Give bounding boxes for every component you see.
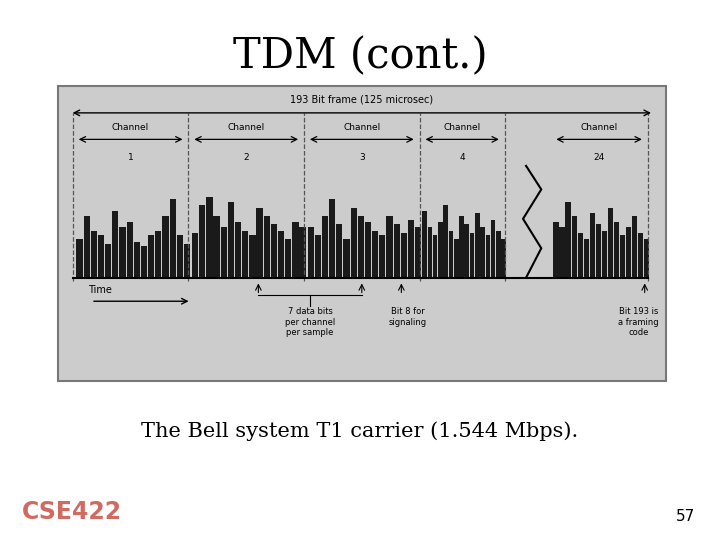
Bar — [464, 224, 469, 278]
Bar — [480, 227, 485, 278]
Text: Time: Time — [88, 285, 112, 295]
Bar — [438, 222, 443, 278]
Bar — [565, 201, 571, 278]
Bar — [300, 227, 306, 278]
Bar — [590, 213, 595, 278]
Text: Channel: Channel — [343, 123, 380, 132]
Bar — [365, 222, 371, 278]
Bar — [76, 239, 83, 278]
Bar — [379, 235, 385, 278]
Bar — [626, 227, 631, 278]
Bar — [602, 231, 607, 278]
Bar — [372, 231, 378, 278]
Bar — [491, 220, 495, 278]
Bar — [322, 216, 328, 278]
Bar — [176, 235, 183, 278]
Bar — [292, 222, 299, 278]
Bar — [554, 222, 559, 278]
Bar — [584, 239, 589, 278]
Bar — [329, 199, 336, 278]
Bar — [141, 246, 147, 278]
Bar — [264, 216, 270, 278]
Bar — [184, 244, 190, 278]
Bar — [387, 216, 392, 278]
Bar — [415, 227, 421, 278]
Bar — [228, 201, 234, 278]
Bar — [577, 233, 582, 278]
Text: 7 data bits
per channel
per sample: 7 data bits per channel per sample — [285, 307, 336, 337]
Bar — [285, 239, 292, 278]
Bar — [169, 199, 176, 278]
Bar — [242, 231, 248, 278]
Text: TDM (cont.): TDM (cont.) — [233, 35, 487, 77]
Bar — [644, 239, 649, 278]
Bar — [469, 233, 474, 278]
Bar — [307, 227, 314, 278]
Text: CSE422: CSE422 — [22, 500, 122, 524]
Text: 1: 1 — [127, 153, 133, 161]
Bar — [199, 205, 205, 278]
Bar — [620, 235, 625, 278]
Bar — [433, 235, 437, 278]
Text: The Bell system T1 carrier (1.544 Mbps).: The Bell system T1 carrier (1.544 Mbps). — [141, 421, 579, 441]
Bar — [336, 224, 343, 278]
Bar — [235, 222, 241, 278]
Bar — [220, 227, 227, 278]
Text: Channel: Channel — [228, 123, 265, 132]
Bar — [559, 227, 564, 278]
Bar — [454, 239, 459, 278]
Bar — [343, 239, 350, 278]
Bar — [271, 224, 277, 278]
Bar — [475, 213, 480, 278]
Bar — [84, 216, 90, 278]
Bar — [256, 208, 263, 278]
Bar — [394, 224, 400, 278]
Bar — [163, 216, 168, 278]
Text: 193 Bit frame (125 microsec): 193 Bit frame (125 microsec) — [290, 94, 433, 104]
Text: 2: 2 — [243, 153, 249, 161]
Bar — [105, 244, 112, 278]
Bar — [595, 224, 601, 278]
Text: 3: 3 — [359, 153, 364, 161]
Bar — [315, 235, 321, 278]
Bar — [496, 231, 500, 278]
Bar — [156, 231, 161, 278]
Bar — [444, 205, 448, 278]
Bar — [401, 233, 407, 278]
Bar — [428, 227, 432, 278]
Bar — [127, 222, 132, 278]
Bar — [134, 242, 140, 278]
Bar — [613, 222, 619, 278]
Bar — [638, 233, 643, 278]
Bar — [572, 216, 577, 278]
Text: 57: 57 — [675, 509, 695, 524]
Bar — [501, 239, 506, 278]
Bar — [351, 208, 357, 278]
Bar — [278, 231, 284, 278]
Bar — [632, 216, 637, 278]
Text: Channel: Channel — [444, 123, 481, 132]
Bar — [408, 220, 414, 278]
Bar — [459, 216, 464, 278]
Text: 4: 4 — [459, 153, 465, 161]
Bar — [449, 231, 453, 278]
Bar — [91, 231, 97, 278]
Bar — [148, 235, 154, 278]
Bar — [192, 233, 198, 278]
Bar — [358, 216, 364, 278]
Bar — [98, 235, 104, 278]
Bar — [249, 235, 256, 278]
Bar — [422, 211, 427, 278]
Bar — [207, 197, 212, 278]
Bar — [608, 208, 613, 278]
Text: Channel: Channel — [112, 123, 149, 132]
Bar — [214, 216, 220, 278]
Bar — [485, 235, 490, 278]
Bar — [112, 211, 119, 278]
Text: Channel: Channel — [580, 123, 618, 132]
Text: Bit 8 for
signaling: Bit 8 for signaling — [388, 307, 426, 327]
Text: Bit 193 is
a framing
code: Bit 193 is a framing code — [618, 307, 659, 337]
Bar — [120, 227, 125, 278]
Text: 24: 24 — [593, 153, 605, 161]
